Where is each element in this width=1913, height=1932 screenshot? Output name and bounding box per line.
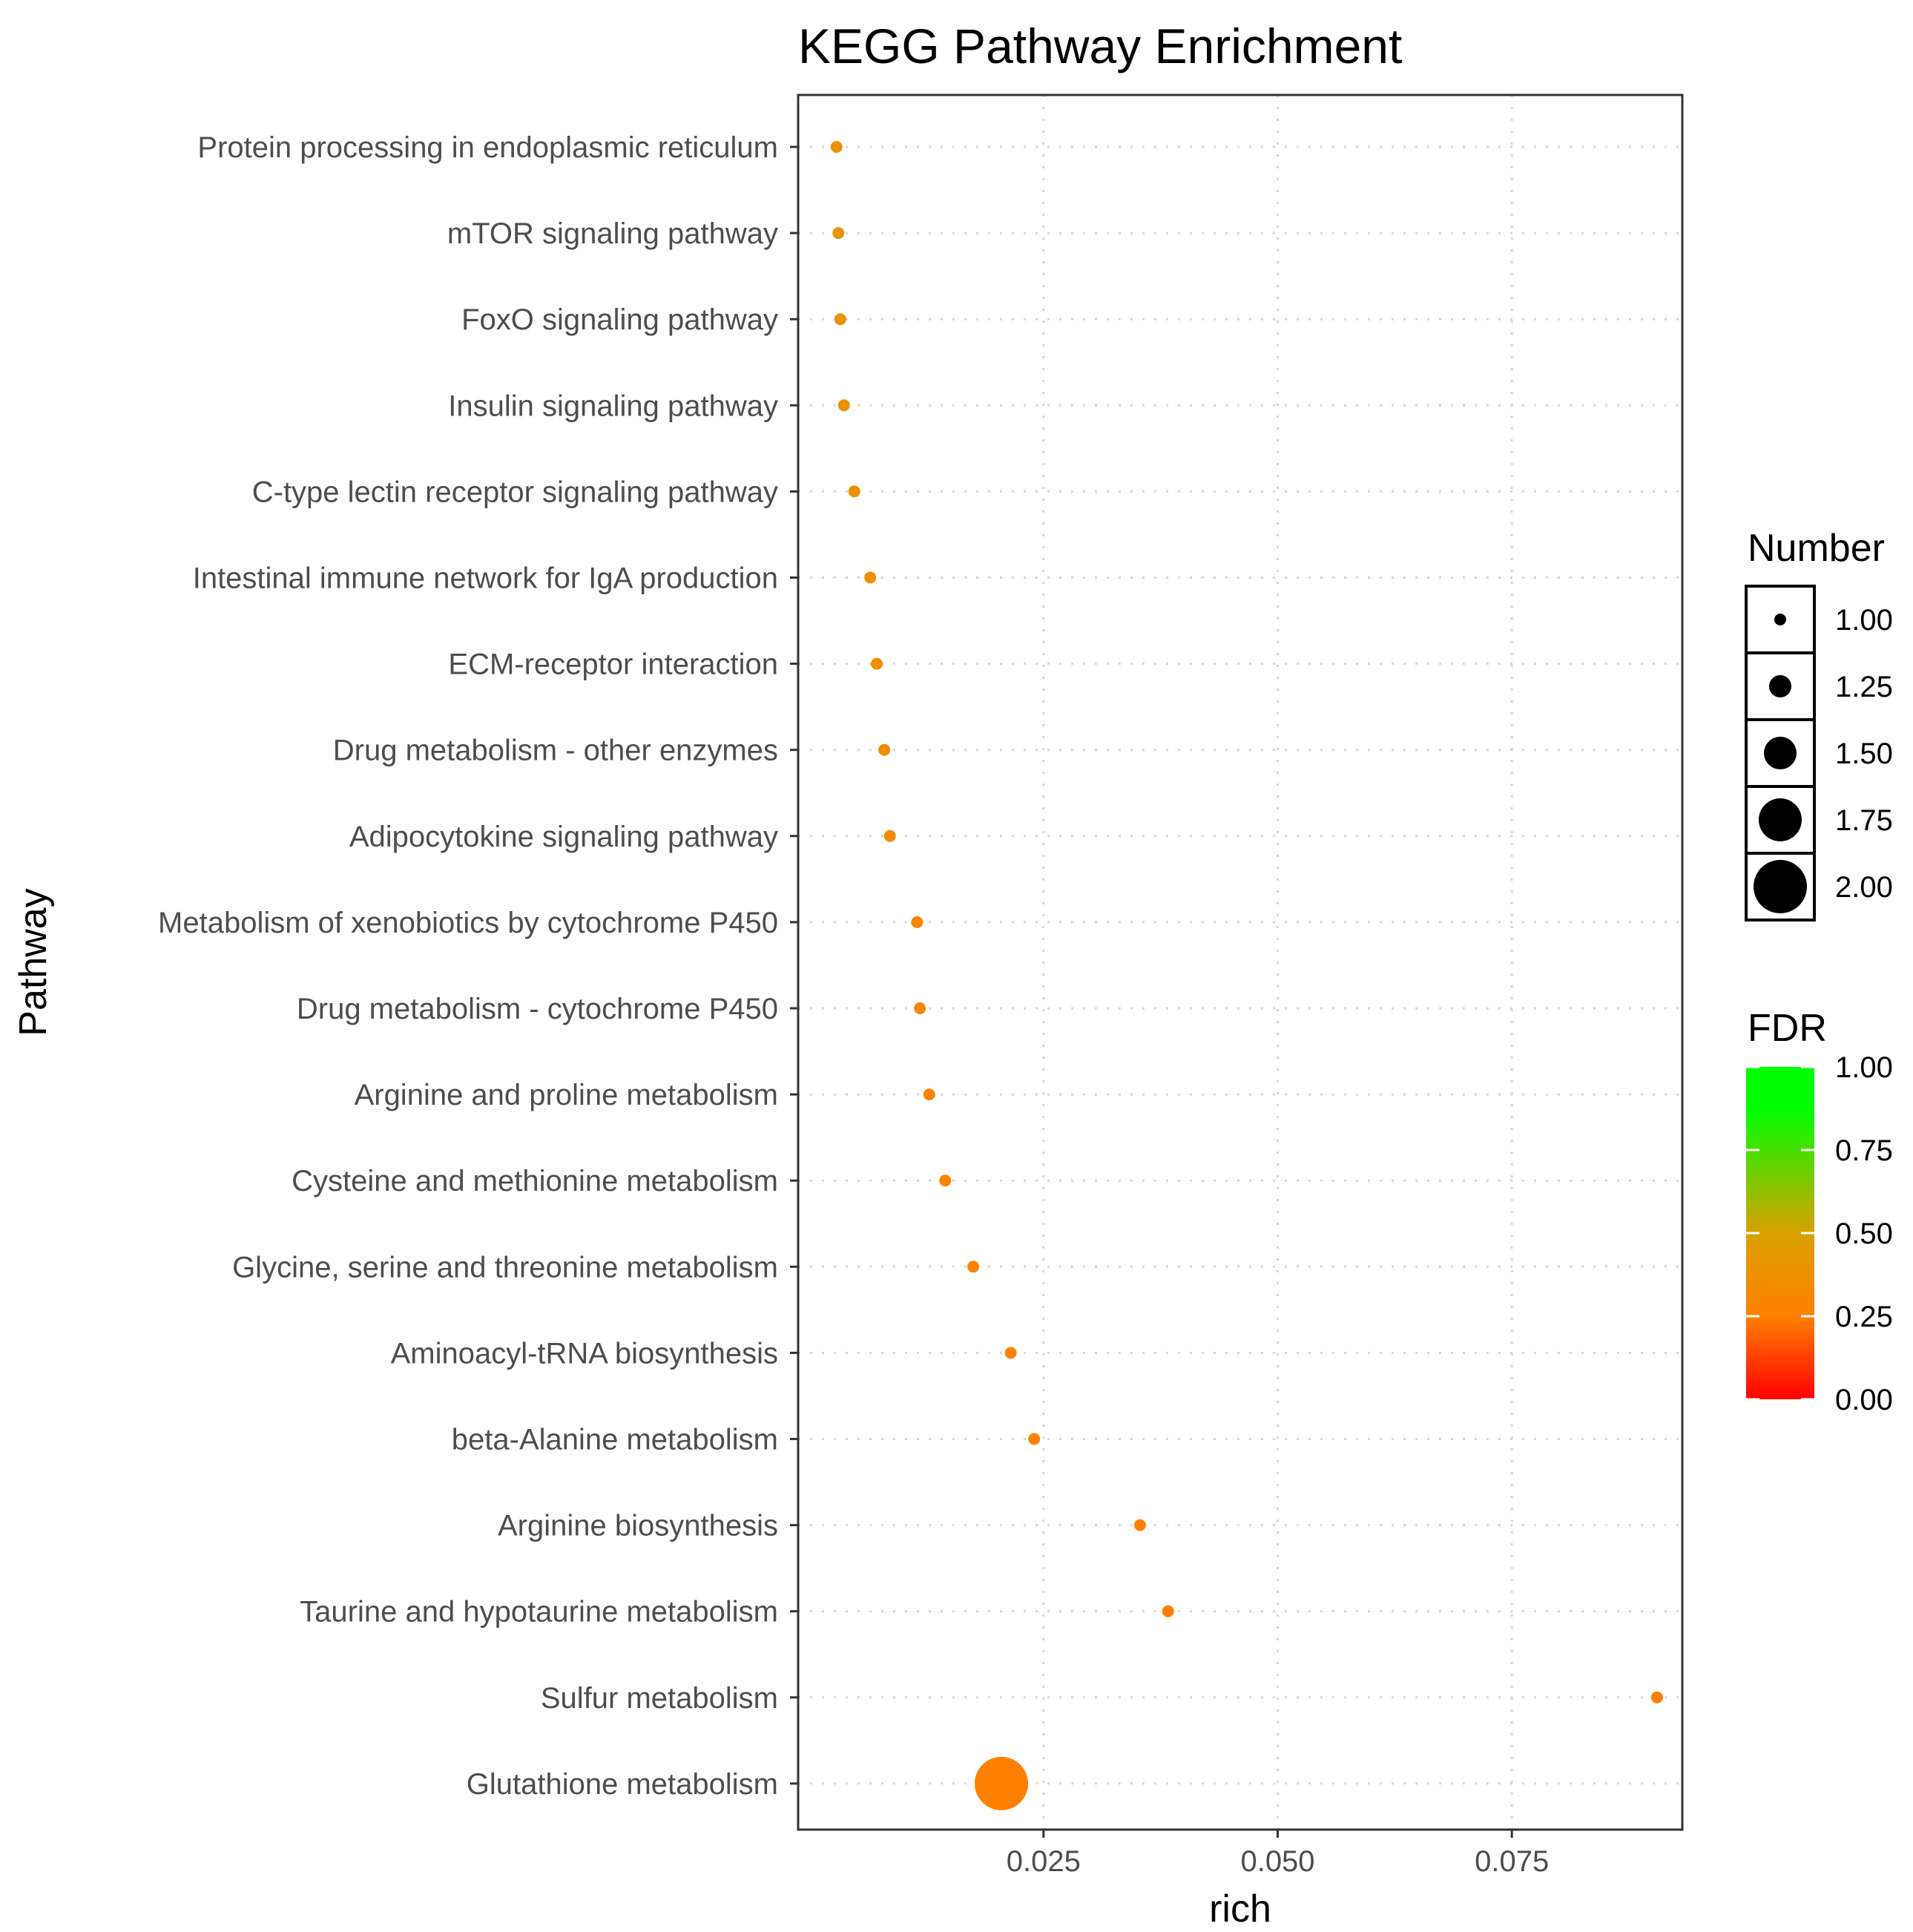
- y-tick-label: Arginine biosynthesis: [498, 1510, 778, 1542]
- size-legend-dot: [1769, 675, 1791, 697]
- data-point: [1004, 1347, 1017, 1359]
- color-legend-title: FDR: [1748, 1007, 1827, 1050]
- size-legend-label: 1.25: [1835, 671, 1893, 703]
- data-points: [830, 141, 1663, 1810]
- size-legend-dot: [1759, 798, 1802, 841]
- color-legend-label: 0.00: [1835, 1384, 1893, 1416]
- y-tick-label: Cysteine and methionine metabolism: [292, 1165, 778, 1197]
- y-tick-label: Aminoacyl-tRNA biosynthesis: [391, 1337, 778, 1370]
- x-tick-label: 0.025: [1007, 1845, 1081, 1878]
- data-point: [864, 571, 877, 584]
- color-legend: FDR 1.00 0.75 0.50 0.25 0.00: [1746, 1007, 1893, 1416]
- size-legend-dot: [1764, 737, 1797, 769]
- y-tick-label: Metabolism of xenobiotics by cytochrome …: [158, 907, 778, 939]
- data-point: [911, 916, 923, 928]
- data-point: [1650, 1691, 1663, 1703]
- y-tick-label: Insulin signaling pathway: [448, 390, 778, 422]
- y-tick-label: Arginine and proline metabolism: [355, 1079, 778, 1111]
- y-tick-label: Sulfur metabolism: [541, 1682, 778, 1715]
- data-point: [1162, 1605, 1174, 1617]
- data-point: [871, 657, 883, 670]
- data-point: [837, 399, 850, 412]
- color-legend-label: 1.00: [1835, 1051, 1893, 1084]
- x-axis-ticks: 0.025 0.050 0.075: [1007, 1830, 1549, 1878]
- data-point: [848, 485, 860, 498]
- size-legend-dot: [1774, 614, 1786, 625]
- x-tick-label: 0.050: [1240, 1845, 1314, 1878]
- size-legend-dot: [1754, 860, 1807, 913]
- y-tick-label: mTOR signaling pathway: [447, 217, 778, 250]
- data-point: [914, 1002, 926, 1014]
- y-axis-ticks: Protein processing in endoplasmic reticu…: [158, 131, 798, 1801]
- chart-title: KEGG Pathway Enrichment: [798, 19, 1402, 73]
- size-legend-title: Number: [1748, 527, 1885, 570]
- y-tick-label: Glycine, serine and threonine metabolism: [232, 1251, 778, 1284]
- y-tick-label: Drug metabolism - other enzymes: [333, 735, 778, 767]
- y-tick-label: Taurine and hypotaurine metabolism: [300, 1596, 778, 1629]
- plot-panel: [797, 93, 1684, 1831]
- size-legend-label: 1.75: [1835, 804, 1893, 837]
- y-tick-label: FoxO signaling pathway: [461, 303, 778, 336]
- size-legend-label: 1.00: [1835, 604, 1893, 637]
- data-point: [830, 141, 843, 153]
- data-point: [967, 1261, 980, 1273]
- color-legend-label: 0.75: [1835, 1134, 1893, 1167]
- y-axis-title: Pathway: [12, 888, 55, 1036]
- data-point: [975, 1756, 1029, 1810]
- y-tick-label: C-type lectin receptor signaling pathway: [252, 476, 778, 508]
- data-point: [1133, 1519, 1146, 1531]
- data-point: [1028, 1433, 1041, 1445]
- y-tick-label: Protein processing in endoplasmic reticu…: [197, 131, 778, 164]
- size-legend-label: 2.00: [1835, 871, 1893, 904]
- y-tick-label: Glutathione metabolism: [467, 1768, 778, 1801]
- plot-panel-border: [797, 93, 1684, 1831]
- data-point: [883, 829, 896, 842]
- y-tick-label: Adipocytokine signaling pathway: [349, 821, 778, 853]
- size-legend: Number 1.00 1.25 1.50 1.75 2.00: [1745, 527, 1893, 921]
- size-legend-label: 1.50: [1835, 737, 1893, 770]
- color-legend-label: 0.50: [1835, 1218, 1893, 1250]
- y-tick-label: Intestinal immune network for IgA produc…: [193, 562, 778, 595]
- grid-lines: [798, 95, 1682, 1830]
- data-point: [878, 743, 891, 756]
- color-legend-label: 0.25: [1835, 1301, 1893, 1333]
- data-point: [834, 313, 846, 326]
- y-tick-label: ECM-receptor interaction: [448, 648, 778, 681]
- y-tick-label: Drug metabolism - cytochrome P450: [297, 993, 778, 1025]
- y-tick-label: beta-Alanine metabolism: [452, 1424, 778, 1456]
- x-axis-title: rich: [1209, 1887, 1271, 1931]
- data-point: [939, 1174, 952, 1187]
- data-point: [832, 227, 845, 240]
- data-point: [923, 1088, 935, 1101]
- x-tick-label: 0.075: [1475, 1845, 1549, 1878]
